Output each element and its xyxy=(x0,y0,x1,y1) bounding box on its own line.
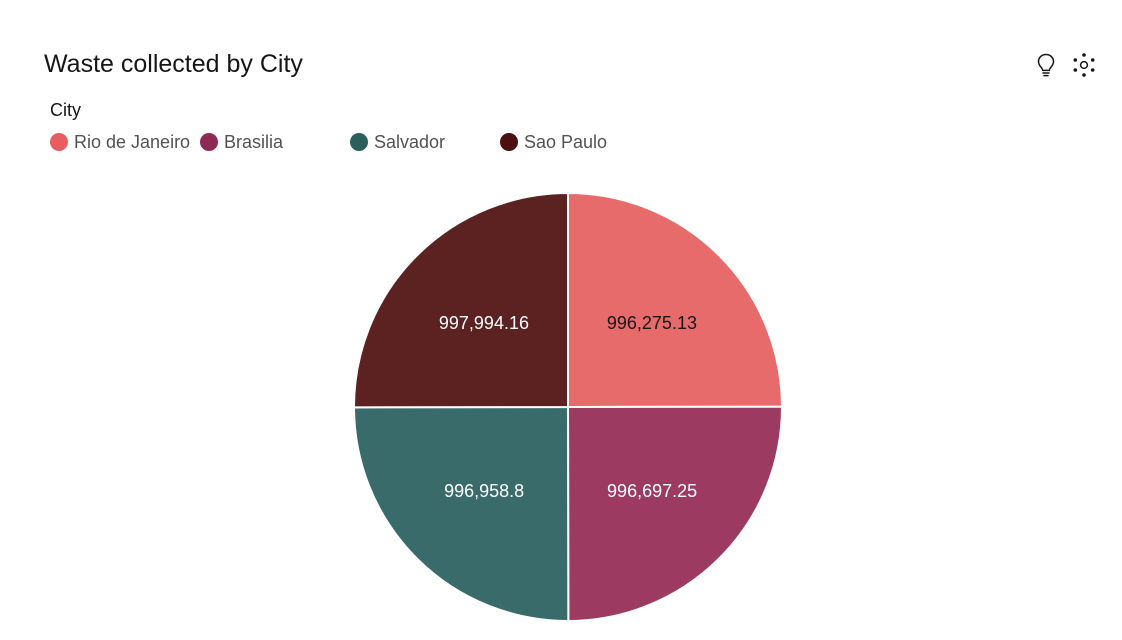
legend-label: Rio de Janeiro xyxy=(74,131,191,152)
legend-label: Salvador xyxy=(374,131,446,152)
legend-swatch xyxy=(500,133,518,151)
legend-label: Brasilia xyxy=(224,131,284,152)
legend-item-sao-paulo[interactable]: Sao Paulo xyxy=(500,130,607,154)
chart-title: Waste collected by City xyxy=(44,50,303,78)
legend-swatch xyxy=(350,133,368,151)
chart-header: Waste collected by City xyxy=(44,46,1098,86)
settings-button[interactable] xyxy=(1070,50,1098,80)
chart-legend: City Rio de Janeiro Brasilia Salvador Sa… xyxy=(50,99,750,154)
pie-slice-label: 996,275.13 xyxy=(607,313,697,333)
legend-title: City xyxy=(50,100,81,120)
legend-swatch xyxy=(200,133,218,151)
legend-swatch xyxy=(50,133,68,151)
chart-toolbar xyxy=(1032,50,1098,80)
insights-button[interactable] xyxy=(1032,50,1060,80)
pie-slice-label: 996,697.25 xyxy=(607,481,697,501)
pie-slice-salvador[interactable] xyxy=(352,405,570,623)
legend-item-salvador[interactable]: Salvador xyxy=(350,130,445,154)
legend-item-brasilia[interactable]: Brasilia xyxy=(200,130,283,154)
pie-slice-brasilia[interactable] xyxy=(566,405,784,623)
legend-label: Sao Paulo xyxy=(524,131,608,152)
pie-slice-label: 996,958.8 xyxy=(444,481,524,501)
legend-items: Rio de Janeiro Brasilia Salvador Sao Pau… xyxy=(50,130,750,154)
pie-slice-rio-de-janeiro[interactable] xyxy=(567,191,784,409)
data-cluster-icon xyxy=(1073,53,1095,77)
lightbulb-icon xyxy=(1037,53,1055,77)
pie-slice-sao-paulo[interactable] xyxy=(352,191,569,409)
pie-slice-label: 997,994.16 xyxy=(439,313,529,333)
legend-item-rio-de-janeiro[interactable]: Rio de Janeiro xyxy=(50,130,190,154)
